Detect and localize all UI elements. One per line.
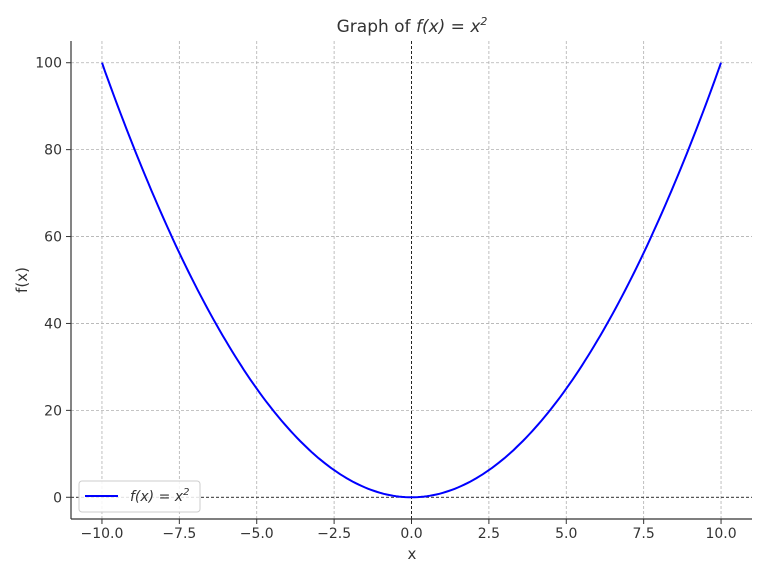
x-tick-label: 2.5 — [478, 526, 500, 542]
legend: f(x) = x2 — [78, 480, 201, 513]
x-tick-label: −10.0 — [81, 526, 124, 542]
y-tick-label: 80 — [44, 143, 62, 159]
x-axis-label: x — [408, 545, 417, 563]
legend-box — [78, 480, 201, 513]
x-tick-label: 10.0 — [705, 526, 736, 542]
x-tick-label: −5.0 — [240, 526, 274, 542]
series-line — [101, 62, 722, 499]
ticks: −10.0 −7.5 −5.0 −2.5 0.0 2.5 5.0 7.5 10.0 0 20 40 60… — [35, 56, 736, 542]
legend-label: f(x) = x2 — [130, 487, 189, 505]
x-tick-label: 0.0 — [400, 526, 422, 542]
y-tick-label: 40 — [44, 316, 62, 332]
y-tick-label: 20 — [44, 403, 62, 419]
y-tick-label: 60 — [44, 230, 62, 246]
x-tick-label: −2.5 — [317, 526, 351, 542]
reference-lines — [71, 41, 752, 519]
y-tick-label: 100 — [35, 56, 62, 72]
x-tick-label: 7.5 — [633, 526, 655, 542]
x-tick-label: 5.0 — [555, 526, 577, 542]
y-axis-label: f(x) — [13, 267, 31, 293]
x-tick-label: −7.5 — [162, 526, 196, 542]
chart-title: Graph of f(x) = x2 — [337, 15, 488, 37]
y-tick-label: 0 — [53, 490, 62, 506]
